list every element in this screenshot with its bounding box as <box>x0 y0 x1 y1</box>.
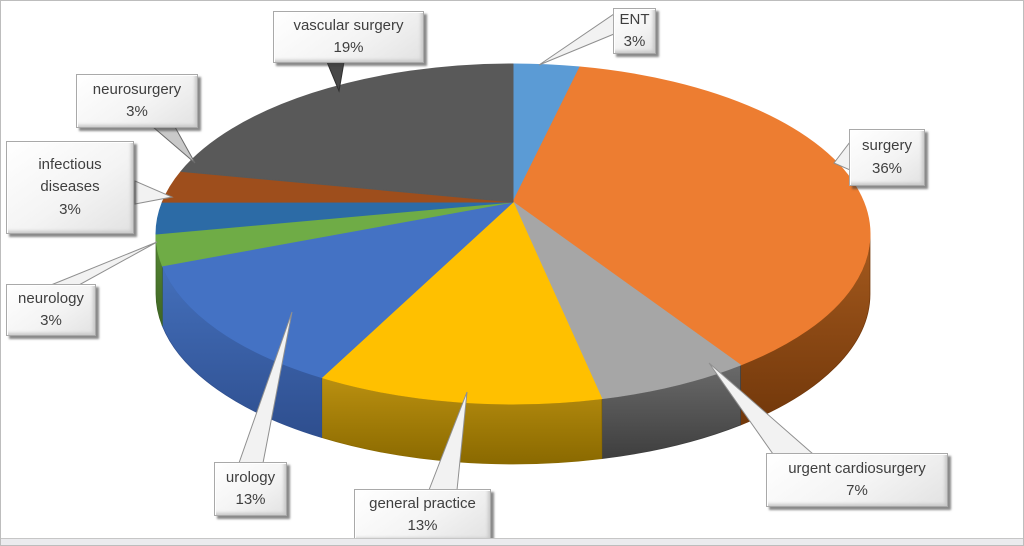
pie-slice-general-practice <box>321 201 603 405</box>
callout-pointer-ent <box>538 13 615 66</box>
pie-slice-vascular-surgery <box>180 63 514 203</box>
pie-slice-surgery <box>512 66 871 366</box>
callout-pointer-infectious-diseases <box>134 180 174 205</box>
bottom-strip <box>1 538 1023 545</box>
pie-slice-urology <box>161 201 514 379</box>
callout-pointer-neurology <box>50 241 158 286</box>
callout-pointer-neurosurgery <box>151 126 196 164</box>
pie-slice-urgent-cardiosurgery <box>512 201 742 400</box>
